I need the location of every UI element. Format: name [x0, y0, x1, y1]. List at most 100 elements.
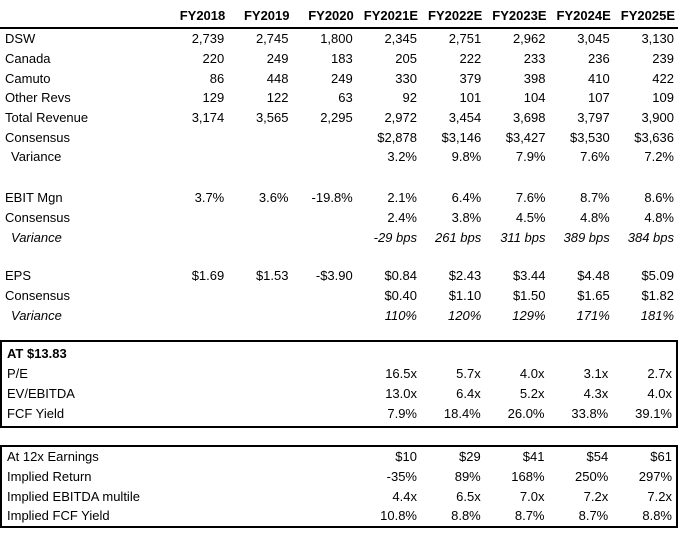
row-label: Canada: [5, 51, 51, 67]
row-label: Implied Return: [7, 468, 92, 484]
table-row: Implied FCF Yield 10.8% 8.8% 8.7% 8.7% 8.8%: [2, 506, 676, 526]
table-cell: $61: [650, 449, 672, 465]
table-cell: 220: [202, 51, 225, 67]
table-cell: 7.0x: [519, 488, 545, 504]
table-cell: $1.65: [577, 287, 610, 303]
table-cell: 4.8%: [580, 209, 610, 225]
table-cell: 4.0x: [519, 366, 545, 382]
table-cell: 236: [588, 51, 610, 67]
table-cell: $2.43: [448, 268, 482, 284]
table-cell: 4.4x: [392, 488, 417, 504]
table-cell: 129%: [512, 307, 546, 323]
table-cell: 129: [202, 90, 225, 106]
table-cell: 3.2%: [387, 149, 417, 165]
row-label: EPS: [5, 268, 32, 284]
table-row: Other Revs 129 122 63 92 101 104 107 109: [0, 88, 678, 108]
table-cell: 1,800: [320, 31, 353, 47]
table-cell: $3,530: [569, 129, 610, 145]
table-cell: 2,739: [191, 31, 225, 47]
table-cell: $1.10: [448, 287, 482, 303]
row-label: AT $13.83: [7, 346, 67, 362]
table-header-row: FY2018 FY2019 FY2020 FY2021E FY2022E FY2023E F…: [0, 0, 678, 29]
table-row: Variance 3.2% 9.8% 7.9% 7.6% 7.2%: [0, 147, 678, 167]
table-row: At 12x Earnings $10 $29 $41 $54 $61: [2, 447, 676, 467]
table-cell: $4.48: [577, 268, 610, 284]
table-cell: 3,565: [255, 110, 289, 126]
table-cell: 171%: [576, 307, 610, 323]
table-cell: 109: [652, 90, 674, 106]
table-cell: 3,174: [191, 110, 225, 126]
table-cell: 5.2x: [519, 386, 545, 402]
row-label: Camuto: [5, 70, 51, 86]
table-cell: 5.7x: [456, 366, 481, 382]
table-cell: $29: [459, 449, 481, 465]
row-label: EBIT Mgn: [5, 190, 63, 206]
table-cell: $0.84: [384, 268, 417, 284]
table-cell: 3,045: [577, 31, 610, 47]
row-label: EV/EBITDA: [7, 386, 75, 402]
table-row: FCF Yield 7.9% 18.4% 26.0% 33.8% 39.1%: [2, 404, 676, 424]
table-cell: 3,454: [448, 110, 482, 126]
table-cell: $41: [522, 449, 545, 465]
table-cell: $3,636: [634, 129, 674, 145]
table-cell: $3,427: [505, 129, 546, 145]
row-label: Implied EBITDA multile: [7, 488, 140, 504]
table-cell: -$3.90: [315, 268, 353, 284]
table-cell: 110%: [384, 307, 417, 323]
table-cell: $2,878: [377, 129, 417, 145]
table-cell: $1.53: [255, 268, 289, 284]
table-cell: 4.0x: [647, 386, 672, 402]
table-cell: 7.6%: [580, 149, 610, 165]
table-cell: 6.4%: [451, 190, 482, 206]
table-row: EV/EBITDA 13.0x 6.4x 5.2x 4.3x 4.0x: [2, 384, 676, 404]
table-row: Camuto 86 448 249 330 379 398 410 422: [0, 68, 678, 88]
table-cell: 122: [266, 90, 289, 106]
table-cell: 2,751: [448, 31, 482, 47]
table-cell: $10: [395, 449, 417, 465]
table-cell: 6.5x: [456, 488, 481, 504]
table-cell: 183: [331, 51, 353, 67]
row-label: Consensus: [5, 129, 71, 145]
table-cell: 33.8%: [571, 406, 609, 422]
table-cell: 8.6%: [644, 190, 674, 206]
table-cell: $0.40: [384, 287, 417, 303]
table-cell: 7.9%: [387, 406, 417, 422]
table-cell: 8.7%: [580, 190, 610, 206]
table-row: Implied EBITDA multile 4.4x 6.5x 7.0x 7.2x 7.…: [2, 486, 676, 506]
table-cell: 63: [338, 90, 353, 106]
table-row: Consensus $2,878 $3,146 $3,427 $3,530 $3,636: [0, 127, 678, 147]
row-label: Consensus: [5, 287, 71, 303]
row-label: Implied FCF Yield: [7, 508, 110, 524]
table-cell: $1.50: [512, 287, 546, 303]
table-row: EBIT Mgn 3.7% 3.6% -19.8% 2.1% 6.4% 7.6% 8.7% 8.…: [0, 188, 678, 208]
table-cell: 3,797: [577, 110, 610, 126]
table-cell: 7.9%: [515, 149, 546, 165]
table-cell: 26.0%: [507, 406, 545, 422]
section-eps: EPS $1.69 $1.53 -$3.90 $0.84 $2.43 $3.44 $4.48 $…: [0, 266, 678, 325]
table-cell: 7.2%: [644, 149, 674, 165]
row-label: Variance: [11, 307, 62, 323]
table-cell: 7.2x: [647, 488, 672, 504]
table-cell: 2,345: [384, 31, 417, 47]
table-cell: 222: [459, 51, 482, 67]
table-cell: 2.1%: [387, 190, 417, 206]
table-row: DSW 2,739 2,745 1,800 2,345 2,751 2,962 3,045 3,…: [0, 29, 678, 49]
table-row: Implied Return -35% 89% 168% 250% 297%: [2, 467, 676, 487]
table-cell: 107: [588, 90, 610, 106]
table-cell: 448: [266, 70, 289, 86]
column-header: FY2024E: [556, 8, 611, 23]
table-cell: 379: [459, 70, 482, 86]
row-label: Variance: [11, 229, 62, 245]
table-cell: $5.09: [641, 268, 674, 284]
table-cell: 13.0x: [385, 386, 417, 402]
table-cell: 2,295: [320, 110, 353, 126]
table-cell: 261 bps: [434, 229, 482, 245]
table-cell: 249: [266, 51, 289, 67]
table-cell: 311 bps: [500, 229, 546, 245]
table-cell: 2.4%: [387, 209, 417, 225]
table-cell: 39.1%: [635, 406, 672, 422]
table-cell: 104: [523, 90, 546, 106]
column-header: FY2021E: [363, 8, 418, 23]
table-cell: $1.69: [191, 268, 225, 284]
table-cell: 4.3x: [583, 386, 609, 402]
